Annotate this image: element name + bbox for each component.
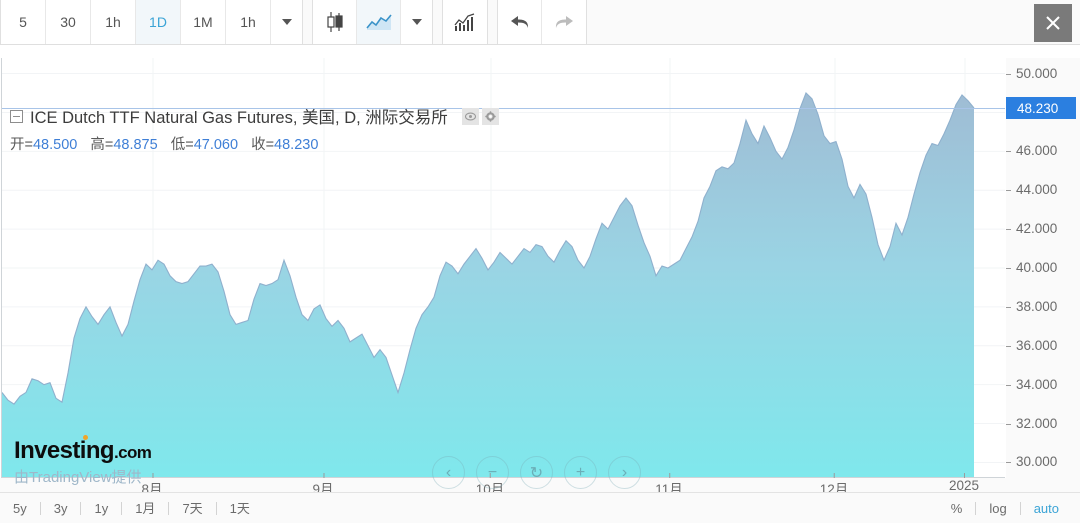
chart-style-group: [312, 0, 433, 44]
indicators-icon: [454, 13, 475, 31]
plot-canvas[interactable]: [1, 58, 1005, 478]
open-value: 48.500: [32, 137, 78, 153]
scroll-left-button[interactable]: ‹: [432, 456, 465, 489]
scale-buttons: % log auto: [938, 494, 1080, 523]
history-group: [497, 0, 587, 44]
interval-button-2[interactable]: 1h: [91, 0, 136, 44]
price-area-series: [2, 58, 1005, 478]
undo-button[interactable]: [498, 0, 542, 44]
close-icon: [1046, 16, 1060, 30]
price-tick-label: 50.000: [1006, 66, 1057, 81]
interval-group: 5 30 1h 1D 1M 1h: [0, 0, 303, 44]
current-price-badge: 48.230: [1006, 97, 1076, 119]
divider: [121, 501, 123, 515]
high-label: 高=: [90, 137, 114, 153]
chart-style-dropdown-button[interactable]: [401, 0, 432, 44]
auto-scale-button[interactable]: auto: [1033, 500, 1059, 516]
chevron-down-icon: [281, 19, 292, 25]
chart-legend: ICE Dutch TTF Natural Gas Futures, 美国, D…: [10, 104, 499, 154]
range-button-1y[interactable]: 1y: [94, 500, 109, 516]
minus-box-icon[interactable]: [10, 109, 23, 123]
ohlc-row: 开=48.500 高=48.875 低=47.060 收=48.230: [10, 133, 499, 154]
divider: [1019, 501, 1021, 515]
divider: [39, 501, 41, 515]
watermark-brand: Investing.com: [14, 437, 152, 464]
interval-dropdown-button[interactable]: [271, 0, 302, 44]
close-button[interactable]: [1034, 4, 1072, 42]
interval-button-1[interactable]: 30: [46, 0, 91, 44]
price-tick-label: 30.000: [1006, 454, 1057, 469]
time-tick-label: 2025: [948, 473, 980, 493]
price-tick-label: 42.000: [1006, 221, 1057, 236]
reset-chart-button[interactable]: ↻: [520, 456, 553, 489]
interval-button-0[interactable]: 5: [1, 0, 46, 44]
watermark: Investing.com 由TradingView提供: [14, 437, 152, 487]
divider: [975, 501, 977, 515]
eye-icon[interactable]: [461, 107, 479, 125]
indicators-group: [442, 0, 488, 44]
footer-bar: 5y 3y 1y 1月 7天 1天 % log auto: [0, 492, 1080, 523]
candlestick-style-button[interactable]: [313, 0, 357, 44]
divider: [168, 501, 170, 515]
log-scale-button[interactable]: log: [989, 500, 1007, 516]
divider: [80, 501, 82, 515]
gear-icon[interactable]: [481, 107, 499, 125]
price-tick-label: 40.000: [1006, 260, 1057, 275]
close-value: 48.230: [274, 137, 319, 153]
chevron-down-icon: [411, 19, 422, 25]
interval-button-1d[interactable]: 1D: [136, 0, 181, 44]
low-value: 47.060: [193, 137, 239, 153]
area-style-button[interactable]: [357, 0, 401, 44]
redo-button[interactable]: [542, 0, 586, 44]
high-value: 48.875: [113, 137, 158, 153]
open-label: 开=: [10, 137, 33, 153]
scroll-right-button[interactable]: ›: [608, 456, 641, 489]
range-button-1m[interactable]: 1月: [135, 500, 156, 516]
range-buttons: 5y 3y 1y 1月 7天 1天: [0, 494, 263, 523]
zoom-out-button[interactable]: −: [476, 456, 509, 489]
zoom-in-button[interactable]: +: [564, 456, 597, 489]
range-button-5y[interactable]: 5y: [13, 500, 27, 516]
price-tick-label: 36.000: [1006, 338, 1057, 353]
chart-nav-buttons: ‹ − ↻ + ›: [432, 456, 641, 489]
percent-scale-button[interactable]: %: [950, 500, 963, 516]
range-button-7d[interactable]: 7天: [182, 500, 203, 516]
series-line: [2, 92, 975, 405]
top-toolbar: 5 30 1h 1D 1M 1h: [0, 0, 1080, 45]
area-fill: [2, 93, 974, 478]
price-tick-label: 44.000: [1006, 182, 1057, 197]
interval-button-5[interactable]: 1h: [226, 0, 271, 44]
price-tick-label: 32.000: [1006, 416, 1057, 431]
chart-area[interactable]: ICE Dutch TTF Natural Gas Futures, 美国, D…: [0, 45, 1080, 504]
price-axis[interactable]: 30.000 32.000 34.000 36.000 38.000 40.000 42.0…: [1006, 58, 1080, 478]
range-button-3y[interactable]: 3y: [53, 500, 68, 516]
symbol-title: ICE Dutch TTF Natural Gas Futures, 美国, D…: [30, 109, 448, 127]
divider: [215, 501, 217, 515]
price-tick-label: 46.000: [1006, 143, 1057, 158]
price-tick-label: 34.000: [1006, 377, 1057, 392]
indicators-button[interactable]: [443, 0, 487, 44]
redo-arrow-icon: [555, 16, 573, 28]
area-chart-icon: [365, 14, 392, 30]
current-price-line: [2, 108, 1005, 109]
low-label: 低=: [170, 137, 194, 153]
close-label: 收=: [251, 137, 275, 153]
price-tick-label: 38.000: [1006, 299, 1057, 314]
undo-arrow-icon: [510, 16, 528, 28]
watermark-subtitle: 由TradingView提供: [14, 469, 142, 486]
interval-button-4[interactable]: 1M: [181, 0, 226, 44]
range-button-1d[interactable]: 1天: [229, 500, 250, 516]
candlestick-icon: [326, 12, 343, 32]
